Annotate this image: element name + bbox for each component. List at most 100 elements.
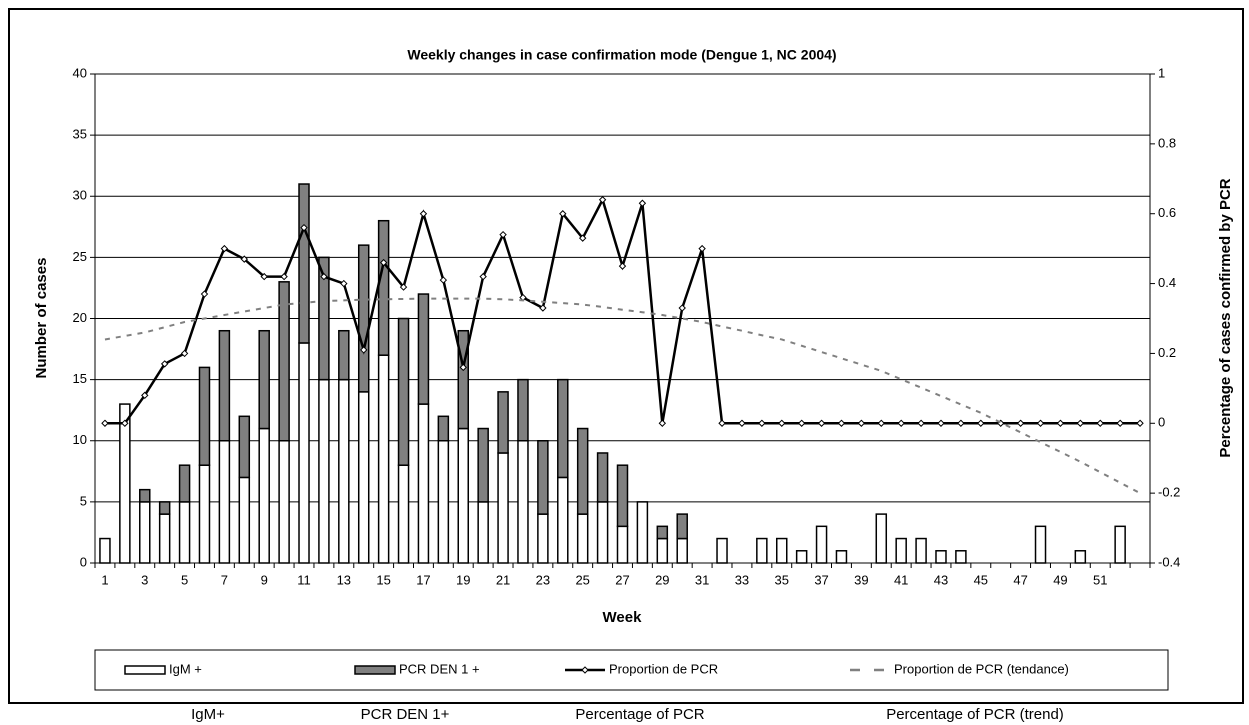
bar (1114, 525, 1126, 564)
bar (357, 391, 370, 564)
bar (437, 415, 450, 442)
x-tick-label: 9 (261, 572, 268, 587)
bar (218, 440, 231, 564)
line-marker (439, 276, 448, 284)
caption: Percentage of PCR (trend) (886, 706, 1064, 723)
bar (756, 537, 768, 564)
line-marker (698, 244, 706, 253)
x-tick-label: 5 (181, 572, 188, 587)
line-marker (141, 391, 149, 400)
bar (557, 378, 569, 479)
line-marker (738, 419, 746, 427)
bar (258, 329, 270, 430)
x-tick-label: 31 (695, 572, 709, 587)
bar (158, 513, 171, 564)
y-tick-label: 15 (73, 371, 87, 386)
line-marker (1076, 419, 1085, 427)
line-marker (220, 244, 229, 253)
bar (1074, 550, 1087, 564)
y-tick-label: 35 (73, 127, 87, 142)
line-marker (857, 419, 866, 427)
bar (537, 513, 549, 564)
line-marker (260, 272, 268, 281)
legend-swatch (124, 665, 166, 675)
line-marker (459, 363, 467, 372)
line-marker (160, 360, 169, 368)
chart-title: Weekly changes in case confirmation mode… (407, 47, 836, 63)
line-marker (340, 279, 348, 288)
line-marker (300, 223, 308, 232)
y-tick-label: 5 (80, 493, 87, 508)
y-tick-label: 0 (80, 554, 87, 569)
bar (318, 256, 330, 381)
bar (377, 219, 390, 356)
bar (258, 427, 270, 564)
bar (935, 550, 947, 564)
line-marker (360, 346, 368, 354)
bar (178, 464, 191, 503)
x-tick-label: 35 (775, 572, 789, 587)
caption: IgM+ (191, 706, 225, 723)
caption: Percentage of PCR (575, 706, 704, 723)
bar (298, 342, 310, 564)
line-marker (280, 272, 288, 281)
line-marker (917, 419, 925, 427)
bar (119, 403, 131, 564)
legend-label: PCR DEN 1 + (399, 661, 480, 676)
line-marker (578, 234, 587, 242)
line-marker (877, 419, 885, 427)
y-tick-label: 30 (73, 188, 87, 203)
bar (477, 427, 489, 503)
line-marker (1056, 419, 1065, 427)
bar (795, 550, 808, 564)
bar (616, 464, 629, 528)
bar (238, 415, 251, 479)
legend-box (94, 649, 1169, 691)
x-tick-label: 23 (536, 572, 550, 587)
x-tick-label: 37 (814, 572, 828, 587)
legend-label: IgM + (169, 661, 202, 676)
line-marker (977, 419, 985, 427)
bar (457, 329, 470, 430)
bar (99, 537, 111, 564)
bar (517, 440, 529, 564)
bar (397, 464, 410, 564)
bar (835, 550, 848, 564)
line-marker (797, 419, 806, 427)
bar (477, 501, 489, 564)
line-marker (559, 210, 567, 218)
bar (437, 440, 450, 564)
y2-tick-label: 1 (1158, 65, 1165, 80)
line-marker (718, 419, 726, 427)
bar (198, 366, 211, 466)
y2-tick-label: 0.2 (1158, 345, 1176, 360)
x-tick-label: 33 (735, 572, 749, 587)
y2-tick-label: 0.8 (1158, 135, 1176, 150)
bar (338, 329, 350, 381)
bar (497, 391, 509, 454)
caption: PCR DEN 1+ (361, 706, 450, 723)
line-marker (598, 196, 607, 204)
line-marker (1116, 419, 1124, 427)
bar (417, 403, 430, 564)
line-marker (539, 304, 547, 312)
x-tick-label: 7 (221, 572, 228, 587)
bar (875, 513, 888, 564)
bar (457, 427, 470, 564)
line-marker (937, 419, 945, 427)
bar (338, 378, 350, 564)
x-tick-label: 29 (655, 572, 669, 587)
line-marker (897, 419, 905, 427)
legend-marker (581, 666, 589, 674)
line-marker (320, 272, 328, 281)
line-marker (240, 255, 248, 263)
x-tick-label: 25 (575, 572, 589, 587)
line-marker (180, 349, 189, 358)
bar (915, 537, 927, 564)
line-marker (121, 419, 129, 427)
line-marker (419, 210, 428, 218)
y-tick-label: 10 (73, 432, 87, 447)
bar (596, 501, 609, 564)
bar (716, 537, 728, 564)
x-tick-label: 27 (615, 572, 629, 587)
